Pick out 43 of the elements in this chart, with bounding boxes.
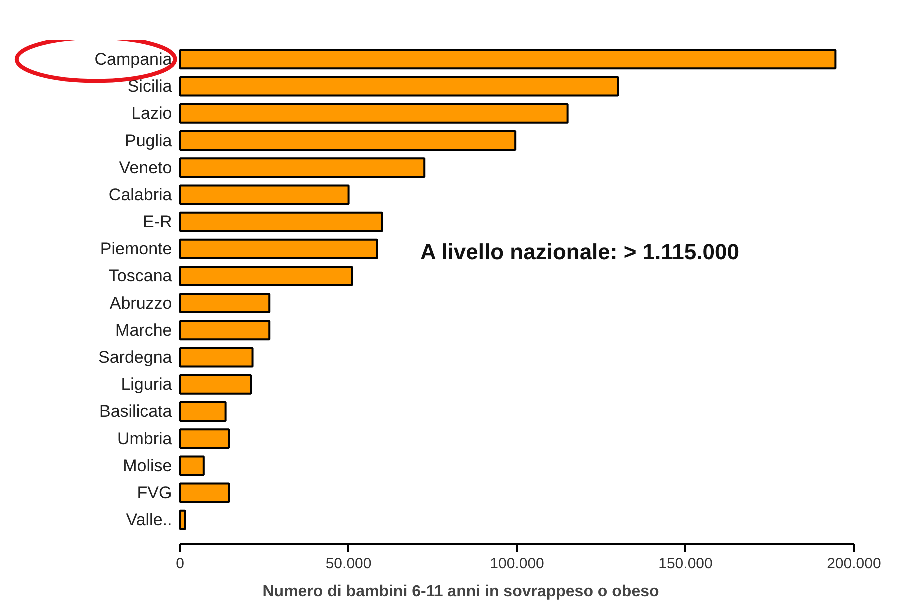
x-tick-label: 100.000 (490, 556, 544, 572)
bar (179, 184, 350, 206)
y-tick-label: Calabria (108, 185, 173, 204)
y-tick-label: Umbria (117, 429, 173, 448)
y-tick-label: Lazio (132, 104, 172, 124)
x-tick-label: 200.000 (827, 556, 882, 572)
bar (179, 130, 517, 151)
y-tick-label: Abruzzo (110, 294, 172, 313)
y-tick-label: Sicilia (128, 77, 173, 96)
y-tick-label: Campania (94, 50, 173, 69)
bar (179, 266, 354, 286)
y-tick-label: Puglia (124, 131, 173, 150)
bar (179, 402, 227, 422)
x-tick-label: 0 (176, 556, 184, 572)
y-tick-label: Molise (123, 456, 172, 476)
bar (179, 158, 426, 178)
bar (179, 510, 186, 530)
y-tick-label: Veneto (119, 158, 172, 178)
bar (179, 320, 271, 341)
x-tick-label: 50.000 (326, 556, 372, 572)
bar (179, 103, 569, 124)
y-tick-label: E-R (142, 212, 172, 232)
y-tick-label: Toscana (108, 266, 173, 286)
x-tick-label: 150.000 (658, 556, 713, 572)
bar (179, 482, 230, 504)
bar (179, 293, 271, 314)
y-tick-label: Marche (116, 320, 172, 340)
bar (179, 374, 252, 395)
y-tick-label: Valle.. (126, 510, 172, 530)
bar (179, 212, 384, 232)
y-tick-label: Piemonte (100, 240, 172, 259)
annotation: A livello nazionale: > 1.115.000 (420, 240, 740, 264)
bar (179, 76, 620, 97)
bar (179, 347, 254, 368)
y-tick-label: FVG (137, 484, 172, 503)
bar (179, 238, 378, 260)
bar (179, 49, 837, 70)
bar (179, 428, 230, 450)
y-tick-label: Sardegna (98, 348, 173, 368)
bar (179, 456, 205, 476)
y-tick-label: Basilicata (99, 402, 173, 422)
y-tick-label: Liguria (121, 375, 173, 394)
x-axis-title: Numero di bambini 6-11 anni in sovrappeso o obeso (262, 584, 660, 600)
